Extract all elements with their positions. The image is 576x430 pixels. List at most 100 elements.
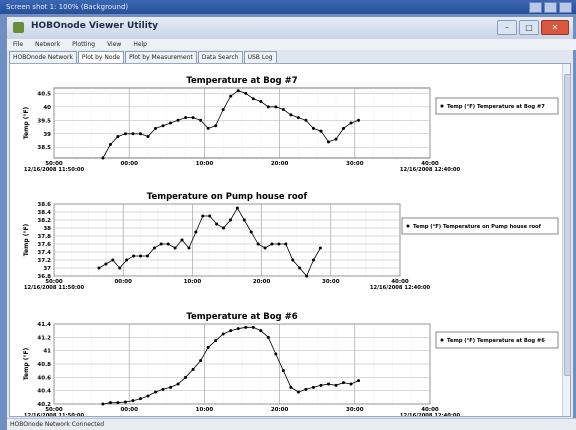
- data-point: [259, 99, 263, 103]
- x-start-label: 12/16/2008 11:50:00: [24, 413, 85, 416]
- menu-file[interactable]: File: [13, 41, 24, 48]
- data-point: [334, 137, 338, 141]
- y-axis-label: Temp (°F): [23, 347, 30, 380]
- data-point: [159, 242, 163, 246]
- data-point: [169, 121, 173, 125]
- data-point: [176, 118, 180, 122]
- data-point: [289, 385, 293, 389]
- data-point: [251, 325, 255, 329]
- chart-3: Temperature at Bog #6 50:00 00:00 10:00 20:0…: [23, 312, 559, 416]
- x-tick-label: 40:00: [391, 279, 409, 285]
- app-window: HOBOnode Viewer Utility – □ ✕ File Netwo…: [6, 16, 576, 430]
- legend-label: Temp (°F) Temperature at Bog #6: [447, 338, 545, 344]
- y-tick-label: 41.2: [37, 335, 51, 341]
- data-point: [304, 118, 308, 122]
- data-point: [349, 121, 353, 125]
- charts-canvas: Temperature at Bog #7 50:00 00:00 10:00 20:0…: [23, 76, 559, 416]
- legend-label: Temp (°F) Temperature at Bog #7: [447, 104, 545, 110]
- y-tick-label: 41: [43, 349, 51, 355]
- y-tick-label: 37: [43, 266, 51, 272]
- y-tick-label: 37.4: [37, 250, 51, 256]
- data-point: [101, 402, 105, 406]
- y-tick-label: 39: [43, 132, 51, 138]
- data-point: [169, 385, 173, 389]
- data-point: [296, 390, 300, 394]
- outer-close-button[interactable]: [559, 2, 572, 13]
- data-point: [123, 400, 127, 404]
- data-point: [194, 230, 198, 234]
- y-tick-label: 38.5: [37, 145, 51, 151]
- data-point: [342, 381, 346, 385]
- x-tick-label: 20:00: [271, 161, 289, 167]
- scrollbar-thumb[interactable]: [564, 74, 571, 376]
- x-tick-label: 40:00: [421, 407, 439, 413]
- status-bar: HOBOnode Network Connected: [7, 418, 576, 430]
- data-point: [154, 126, 158, 130]
- legend-box: [401, 217, 559, 235]
- close-button[interactable]: ✕: [541, 20, 569, 35]
- x-tick-label: 10:00: [196, 161, 214, 167]
- data-point: [214, 339, 218, 343]
- chart-title: Temperature at Bog #7: [186, 76, 297, 86]
- data-point: [311, 385, 315, 389]
- vertical-scrollbar[interactable]: [562, 64, 571, 416]
- outer-minimize-button[interactable]: [529, 2, 542, 13]
- chart-title: Temperature at Bog #6: [186, 312, 297, 322]
- data-point: [108, 401, 112, 405]
- x-tick-label: 30:00: [346, 407, 364, 413]
- data-point: [180, 238, 184, 242]
- data-point: [111, 258, 115, 262]
- y-tick-label: 39.5: [37, 118, 51, 124]
- y-tick-label: 38.6: [37, 202, 51, 208]
- data-point: [187, 246, 191, 250]
- data-point: [263, 246, 267, 250]
- data-point: [228, 218, 232, 222]
- menu-network[interactable]: Network: [35, 41, 61, 48]
- data-point: [154, 390, 158, 394]
- tab-plot-by-node[interactable]: Plot by Node: [77, 51, 125, 63]
- legend-marker: [440, 104, 444, 108]
- outer-titlebar: Screen shot 1: 100% (Background): [0, 0, 576, 14]
- data-point: [131, 132, 135, 136]
- app-icon: [13, 22, 24, 33]
- legend-box: [435, 331, 559, 349]
- x-end-label: 12/16/2008 12:40:00: [400, 167, 461, 173]
- data-point: [274, 105, 278, 109]
- tab-plot-by-measurement[interactable]: Plot by Measurement: [125, 51, 197, 63]
- y-tick-label: 37.2: [37, 258, 51, 264]
- data-point: [215, 222, 219, 226]
- data-point: [229, 94, 233, 98]
- data-point: [176, 382, 180, 386]
- tab-data-search[interactable]: Data Search: [197, 51, 243, 63]
- x-start-label: 12/16/2008 11:50:00: [24, 285, 85, 291]
- data-point: [281, 108, 285, 112]
- menu-help[interactable]: Help: [133, 41, 147, 48]
- minimize-button[interactable]: –: [497, 20, 517, 35]
- data-point: [97, 266, 101, 270]
- data-point: [326, 382, 330, 386]
- data-point: [221, 108, 225, 112]
- x-tick-label: 20:00: [271, 407, 289, 413]
- outer-window-controls: [529, 2, 572, 13]
- data-point: [244, 91, 248, 95]
- x-tick-label: 10:00: [196, 407, 214, 413]
- menu-plotting[interactable]: Plotting: [72, 41, 96, 48]
- data-point: [305, 274, 309, 278]
- menu-view[interactable]: View: [107, 41, 122, 48]
- maximize-button[interactable]: □: [519, 20, 539, 35]
- data-point: [236, 327, 240, 331]
- data-point: [184, 375, 188, 379]
- tab-usb-log[interactable]: USB Log: [243, 51, 277, 63]
- data-point: [311, 126, 315, 130]
- data-point: [249, 230, 253, 234]
- tab-hobonode-network[interactable]: HOBOnode Network: [9, 51, 77, 63]
- data-point: [304, 387, 308, 391]
- data-point: [266, 335, 270, 339]
- legend-marker: [406, 224, 410, 228]
- data-point: [208, 214, 212, 218]
- data-point: [326, 140, 330, 144]
- menu-bar: File Network Plotting View Help: [7, 39, 576, 50]
- data-point: [274, 352, 278, 356]
- chart-1: Temperature at Bog #7 50:00 00:00 10:00 20:0…: [23, 76, 559, 173]
- outer-maximize-button[interactable]: [544, 2, 557, 13]
